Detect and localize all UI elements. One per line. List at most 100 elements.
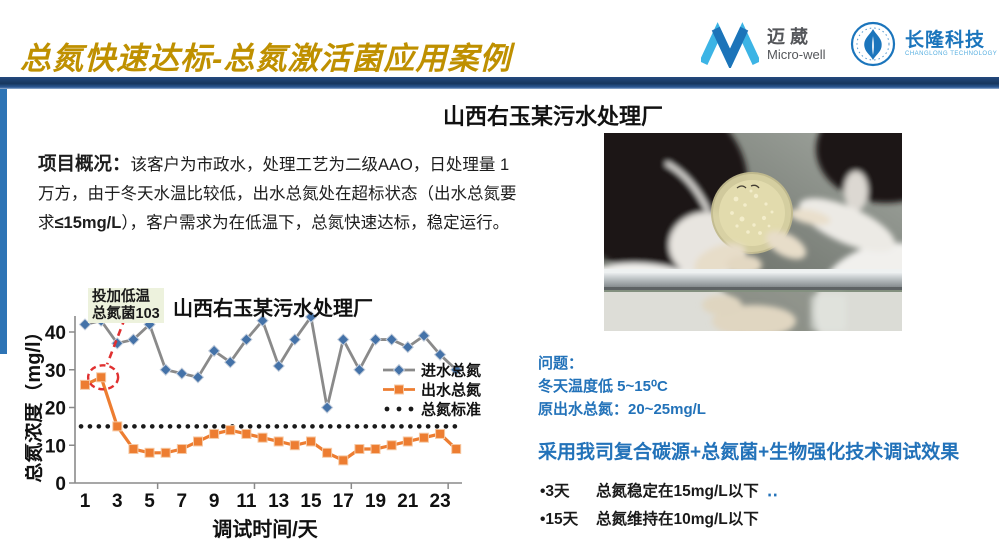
effluent-marker xyxy=(386,440,397,451)
x-tick-label: 7 xyxy=(177,491,188,512)
x-tick-label: 15 xyxy=(300,491,322,512)
influent-marker xyxy=(256,314,269,327)
x-tick-label: 19 xyxy=(365,491,386,512)
y-axis-title: 总氮浓度（mg/l） xyxy=(25,321,45,482)
influent-marker xyxy=(320,401,334,414)
overview-body-2: ），客户需求为在低温下，总氮快速达标，稳定运行。 xyxy=(121,214,510,232)
overview-requirement: ≤15mg/L xyxy=(54,214,122,232)
effluent-marker xyxy=(80,379,90,390)
changlong-logo: 长隆科技 CHANGLONG TECHNOLOGY xyxy=(849,20,997,68)
result-bullet-3day-dots: ‥ xyxy=(766,481,781,500)
effluent-marker xyxy=(418,432,429,443)
x-tick-label: 11 xyxy=(236,491,257,512)
problem-heading: 问题： xyxy=(538,355,584,372)
legend-label: 进水总氮 xyxy=(421,362,481,380)
y-tick-label: 20 xyxy=(45,399,66,420)
dosing-annotation-line1: 投加低温 xyxy=(92,289,150,305)
influent-marker xyxy=(240,333,253,346)
y-tick-label: 40 xyxy=(45,323,66,344)
result-bullet-3day-term: •3天 xyxy=(540,483,570,500)
changlong-name-cn: 长隆科技 xyxy=(905,29,986,51)
y-tick-label: 10 xyxy=(45,436,66,457)
effluent-marker xyxy=(209,428,220,439)
effluent-marker xyxy=(435,428,446,439)
effluent-marker xyxy=(96,372,107,383)
legend-label: 出水总氮 xyxy=(421,381,481,399)
lab-photo-illustration xyxy=(529,95,978,387)
tn-trend-chart: 0 10 20 30 40 1 3 5 7 9 11 13 15 17 19 21 23 进水总氮 出水总氮 总氮标准… xyxy=(21,286,510,546)
changlong-logo-icon xyxy=(850,21,896,67)
left-accent-stripe xyxy=(0,89,7,354)
effluent-marker xyxy=(370,444,381,455)
result-bullet-15day-desc: 总氮维持在10mg/L以下 xyxy=(596,511,759,528)
effluent-marker xyxy=(402,436,413,447)
influent-marker xyxy=(450,363,463,376)
influent-marker xyxy=(417,329,431,342)
dosing-annotation-line2: 总氮菌103 xyxy=(92,305,160,322)
x-tick-label: 1 xyxy=(80,491,91,512)
page-title: 总氮快速达标-总氮激活菌应用案例 xyxy=(20,41,512,76)
influent-marker xyxy=(304,310,318,324)
y-tick-label: 0 xyxy=(55,474,66,495)
overview-lead: 项目概况： xyxy=(38,153,131,174)
result-bullet-15day-term: •15天 xyxy=(540,511,579,528)
effluent-marker xyxy=(354,444,365,455)
x-tick-label: 23 xyxy=(430,491,451,512)
dosing-annotation: 投加低温 总氮菌103 xyxy=(88,288,164,323)
influent-marker xyxy=(272,359,285,373)
x-tick-label: 5 xyxy=(144,491,155,512)
x-tick-label: 13 xyxy=(268,491,289,512)
effluent-marker xyxy=(322,447,333,458)
influent-marker xyxy=(191,371,205,384)
problem-block: 问题： 冬天温度低 5~15⁰C 原出水总氮：20~25mg/L xyxy=(538,352,706,421)
effluent-marker xyxy=(176,444,187,455)
result-bullet-15day: •15天 总氮维持在10mg/L以下 xyxy=(540,507,759,529)
effluent-marker xyxy=(241,428,252,439)
influent-marker xyxy=(127,333,140,346)
microwell-logo: 迈葳 Micro-well xyxy=(701,22,826,68)
result-bullet-3day-desc: 总氮稳定在15mg/L以下 xyxy=(596,483,759,500)
microwell-name-en: Micro-well xyxy=(767,46,826,62)
annotation-circle xyxy=(86,364,120,391)
x-tick-label: 9 xyxy=(209,491,220,512)
influent-marker xyxy=(401,340,415,354)
effluent-marker xyxy=(225,425,236,436)
changlong-name-en: CHANGLONG TECHNOLOGY xyxy=(905,51,998,58)
plant-subtitle: 山西右玉某污水处理厂 xyxy=(442,104,664,129)
effluent-marker xyxy=(192,436,203,447)
influent-marker xyxy=(385,333,398,346)
microwell-name-cn: 迈葳 xyxy=(767,27,813,48)
influent-marker xyxy=(159,363,172,376)
annotation-pointer-line xyxy=(105,317,127,365)
effluent-marker xyxy=(273,436,284,447)
influent-marker xyxy=(433,348,447,361)
microwell-logo-icon xyxy=(701,22,759,68)
problem-line-temperature: 冬天温度低 5~15⁰C xyxy=(538,378,668,395)
influent-marker xyxy=(353,363,366,376)
influent-marker xyxy=(288,333,302,346)
x-tick-label: 17 xyxy=(333,491,354,512)
effluent-marker xyxy=(451,444,462,455)
effluent-marker xyxy=(257,432,268,443)
effluent-marker xyxy=(128,444,139,455)
lab-photo xyxy=(529,95,978,387)
legend-label: 总氮标准 xyxy=(421,401,481,419)
x-axis-title: 调试时间/天 xyxy=(212,518,319,541)
effluent-marker xyxy=(160,447,171,458)
effluent-marker xyxy=(144,447,155,458)
result-bullet-3day: •3天 总氮稳定在15mg/L以下 ‥ xyxy=(540,479,780,501)
effluent-marker xyxy=(289,440,300,451)
x-tick-label: 3 xyxy=(112,491,123,512)
overview-body-1: 该客户为市政水，处理工艺为二级AAO，日处理量 1万方，由于冬天水温比较低，出水… xyxy=(38,156,517,232)
influent-marker xyxy=(175,367,189,380)
influent-marker xyxy=(224,355,237,369)
effluent-marker xyxy=(338,455,349,466)
problem-line-tn: 原出水总氮：20~25mg/L xyxy=(538,401,706,418)
result-heading: 采用我司复合碳源+总氮菌+生物强化技术调试效果 xyxy=(538,442,960,463)
effluent-marker xyxy=(112,421,123,432)
header-divider-bar xyxy=(0,77,999,89)
effluent-marker xyxy=(305,436,316,447)
x-tick-label: 21 xyxy=(397,491,419,512)
